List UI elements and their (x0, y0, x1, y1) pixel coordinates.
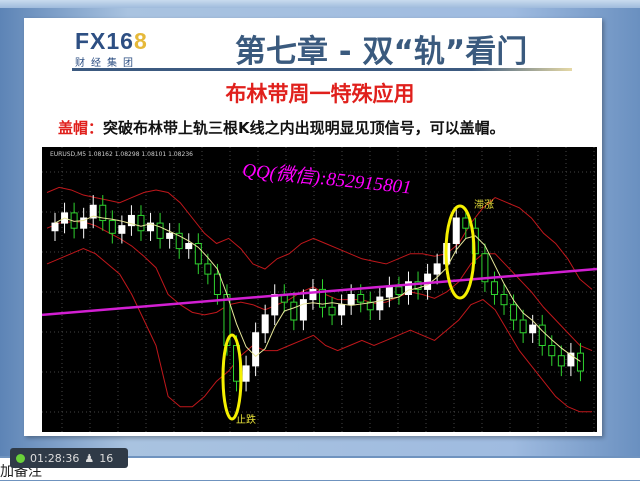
candlestick-chart (41, 147, 598, 432)
candle-body (567, 352, 575, 367)
candle-body (99, 204, 107, 222)
window-top-bar (0, 0, 640, 8)
candle-body (309, 288, 317, 301)
candle-body (433, 263, 441, 275)
highlight-ellipse-bottom (221, 333, 243, 421)
candle-body (462, 217, 470, 229)
viewer-count: 16 (99, 451, 114, 465)
candle-body (252, 332, 260, 367)
live-status-bar: 01:28:36 ♟ 16 (10, 448, 128, 468)
chart-symbol-line: EURUSD,M5 1.08162 1.08298 1.08101 1.0823… (50, 151, 193, 158)
slide-title: 第七章 - 双“轨”看门 (235, 34, 528, 70)
title-divider (72, 68, 572, 71)
candle-body (366, 301, 374, 311)
logo-text: FX16 (75, 28, 134, 54)
candle-body (538, 324, 546, 347)
candle-body (481, 253, 489, 283)
candle-body (80, 217, 88, 229)
candle-body (213, 273, 221, 295)
candle-body (204, 263, 212, 275)
candle-body (576, 352, 584, 372)
candle-body (147, 222, 155, 232)
bottom-text: 加备注 (0, 464, 42, 480)
upper-bollinger-band (46, 186, 593, 290)
candle-body (500, 294, 508, 306)
desc-label: 盖帽： (58, 119, 104, 137)
candle-body (127, 214, 135, 227)
candle-body (175, 232, 183, 250)
candle-body (242, 365, 250, 382)
live-indicator-icon (16, 453, 25, 463)
candle-body (137, 214, 145, 232)
elapsed-time: 01:28:36 (30, 451, 80, 465)
candle-body (404, 281, 412, 295)
candle-body (452, 217, 460, 244)
candle-body (319, 288, 326, 308)
candle-body (357, 294, 365, 303)
candle-body (385, 286, 393, 298)
logo: FX168 (75, 28, 148, 55)
candle-body (519, 319, 527, 334)
candle-body (529, 324, 537, 334)
annotation-bottom: 止跌 (236, 415, 256, 426)
moving-average-line (54, 215, 581, 362)
slide-description: 盖帽：突破布林带上轨三根K线之内出现明显见顶信号，可以盖帽。 (58, 117, 505, 138)
bottom-panel (0, 458, 640, 480)
candle-body (194, 243, 202, 265)
candle-body (108, 220, 116, 234)
candle-body (185, 243, 193, 250)
candle-body (548, 345, 556, 357)
candle-body (338, 304, 346, 316)
candle-body (290, 301, 298, 321)
trend-line (41, 267, 598, 317)
candle-body (89, 204, 97, 219)
candle-body (328, 306, 336, 316)
chart-svg (41, 147, 598, 432)
highlight-ellipse-top (444, 204, 476, 300)
candle-body (271, 294, 279, 316)
candle-body (166, 232, 174, 239)
candle-body (557, 355, 565, 367)
candle-body (118, 225, 126, 234)
candle-body (376, 296, 384, 311)
candle-body (490, 281, 498, 295)
user-icon: ♟ (84, 451, 95, 465)
desc-text: 突破布林带上轨三根K线之内出现明显见顶信号，可以盖帽。 (103, 119, 505, 137)
slide-subtitle: 布林带周一特殊应用 (225, 82, 415, 106)
candle-body (51, 222, 59, 232)
candle-body (261, 314, 269, 334)
logo-subtitle: 财经集团 (75, 58, 139, 69)
candle-body (510, 304, 518, 321)
annotation-top: 滞涨 (474, 200, 494, 211)
logo-accent: 8 (133, 28, 148, 54)
candle-body (347, 294, 355, 306)
candle-body (395, 286, 403, 296)
candle-body (414, 281, 422, 290)
candle-body (156, 222, 164, 239)
candle-body (299, 299, 307, 321)
